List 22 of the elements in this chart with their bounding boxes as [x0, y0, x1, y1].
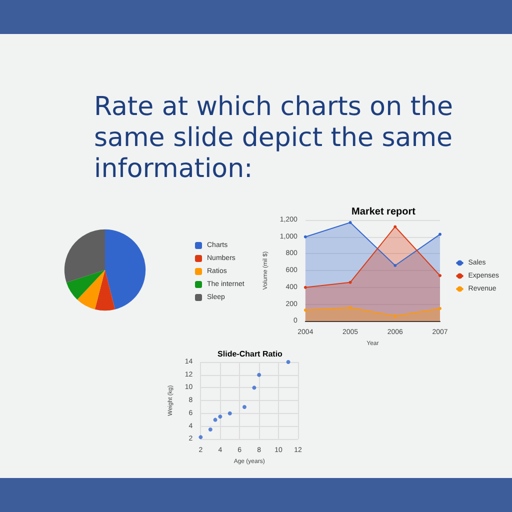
point [394, 264, 397, 267]
point [348, 221, 352, 224]
chart-title: Market report [352, 206, 416, 218]
point [257, 372, 262, 377]
point [438, 274, 442, 278]
point [348, 306, 352, 310]
point [208, 427, 212, 432]
point [242, 404, 246, 409]
point [438, 232, 442, 236]
point [198, 435, 203, 440]
point [304, 308, 307, 312]
chart-title: Slide-Chart Ratio [218, 350, 283, 358]
point [438, 306, 442, 310]
point [394, 314, 397, 318]
point [252, 386, 256, 390]
point [304, 286, 307, 289]
point [213, 418, 218, 422]
point [286, 360, 290, 364]
point [228, 411, 232, 416]
point [218, 414, 222, 419]
point [304, 235, 307, 238]
chart-title: Rate at which charts on the same slide depict the same information: [94, 92, 454, 185]
